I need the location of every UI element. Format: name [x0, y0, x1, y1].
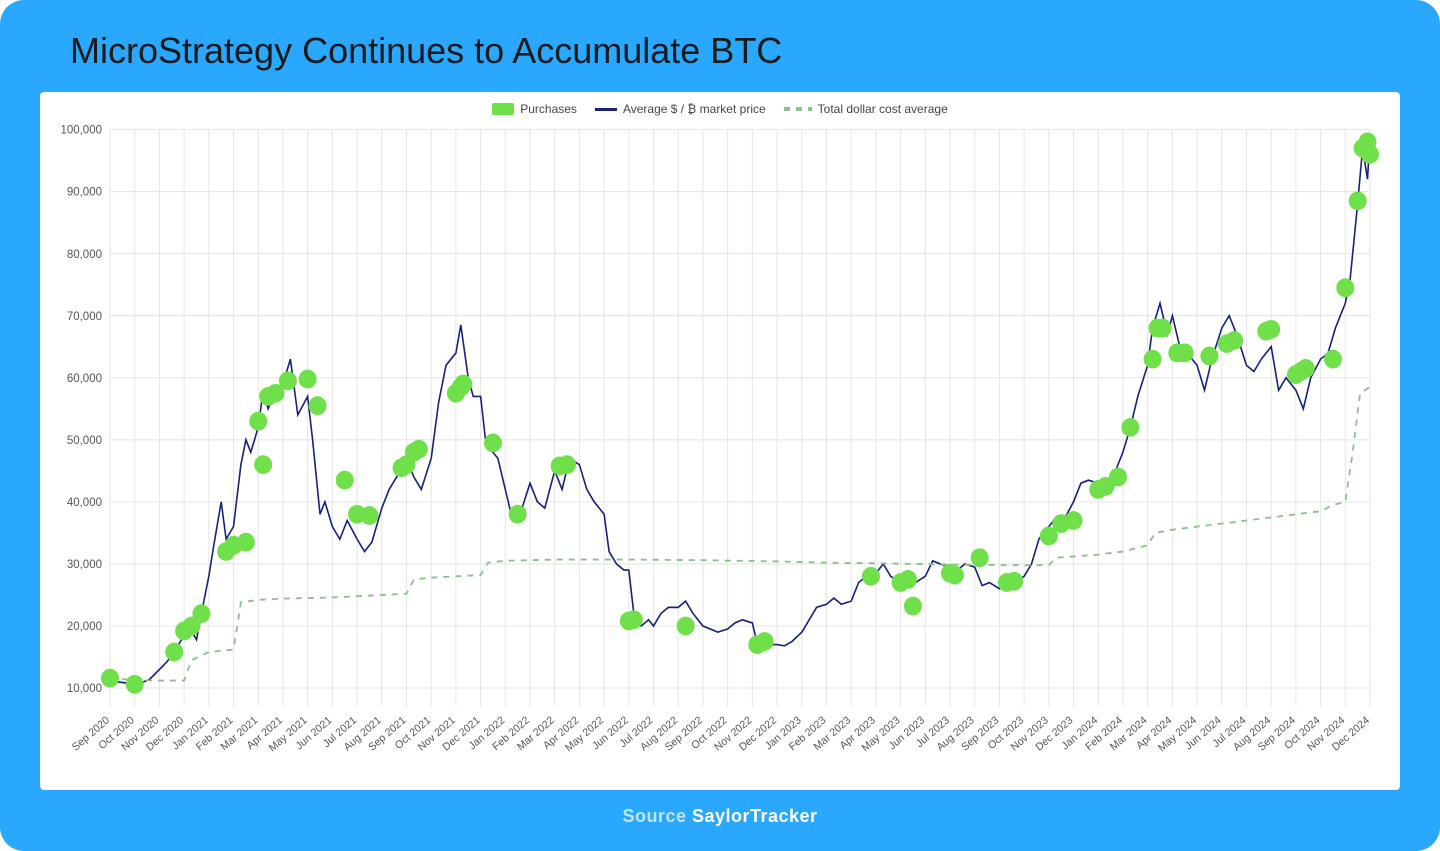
purchase-dot	[192, 604, 210, 623]
purchase-dot	[484, 434, 502, 453]
y-tick-label: 50,000	[67, 434, 103, 447]
y-tick-label: 60,000	[67, 372, 103, 385]
dca-line	[110, 387, 1370, 681]
purchase-dot	[971, 548, 989, 567]
purchase-dot	[249, 412, 267, 431]
y-tick-label: 30,000	[67, 558, 103, 571]
purchase-dot	[237, 533, 255, 552]
purchase-dot	[946, 566, 964, 585]
y-tick-label: 90,000	[67, 186, 103, 199]
source-line: Source SaylorTracker	[40, 806, 1400, 827]
purchase-dot	[1109, 468, 1127, 487]
purchase-dot	[625, 610, 643, 629]
purchase-dot	[336, 471, 354, 490]
legend-dca: Total dollar cost average	[784, 102, 948, 116]
chart-legend: Purchases Average $ / ₿ market price Tot…	[40, 102, 1400, 116]
y-tick-label: 70,000	[67, 310, 103, 323]
purchase-dot	[1324, 350, 1342, 369]
source-name: SaylorTracker	[692, 806, 818, 826]
purchase-dot	[509, 505, 527, 524]
purchase-dot	[1262, 320, 1280, 339]
purchase-dot	[1005, 572, 1023, 591]
purchase-dot	[1297, 359, 1315, 378]
chart-title: MicroStrategy Continues to Accumulate BT…	[70, 30, 1400, 72]
legend-swatch-price	[595, 108, 617, 111]
legend-purchases: Purchases	[492, 102, 577, 116]
purchase-dot	[299, 370, 317, 389]
purchase-dot	[1176, 344, 1194, 363]
purchase-dot	[1336, 278, 1354, 297]
chart-card: MicroStrategy Continues to Accumulate BT…	[0, 0, 1440, 851]
purchase-dot	[1153, 319, 1171, 338]
legend-swatch-dca	[784, 107, 812, 111]
purchase-dot	[1361, 145, 1379, 164]
purchase-dot	[279, 371, 297, 390]
y-tick-label: 80,000	[67, 248, 103, 261]
price-line	[110, 136, 1370, 685]
purchase-dot	[165, 643, 183, 662]
legend-label-price: Average $ / ₿ market price	[623, 102, 766, 116]
y-tick-label: 20,000	[67, 620, 103, 633]
legend-label-purchases: Purchases	[520, 102, 577, 116]
purchase-dot	[309, 396, 327, 415]
legend-label-dca: Total dollar cost average	[818, 102, 948, 116]
purchase-dot	[1225, 331, 1243, 350]
source-prefix: Source	[622, 806, 692, 826]
purchase-dot	[454, 375, 472, 394]
purchase-dot	[410, 440, 428, 459]
purchase-dot	[904, 597, 922, 616]
purchase-dot	[1144, 350, 1162, 369]
purchase-dot	[101, 669, 119, 688]
purchase-dot	[558, 455, 576, 474]
y-tick-label: 40,000	[67, 496, 103, 509]
purchase-dot	[1121, 418, 1139, 437]
purchase-dot	[1065, 511, 1083, 530]
chart-svg: 10,000 20,000 30,000 40,000 50,000 60,000 70,0…	[40, 92, 1400, 790]
purchase-dot	[1349, 191, 1367, 210]
legend-swatch-purchases	[492, 103, 514, 115]
purchase-dot	[126, 675, 144, 694]
y-tick-label: 10,000	[67, 682, 103, 695]
y-tick-label: 100,000	[60, 123, 102, 136]
purchase-dot	[677, 617, 695, 636]
chart-panel: Purchases Average $ / ₿ market price Tot…	[40, 92, 1400, 790]
purchase-dot	[862, 567, 880, 586]
purchase-dot	[360, 506, 378, 525]
purchase-dot	[899, 570, 917, 589]
purchase-dot	[756, 632, 774, 651]
legend-price: Average $ / ₿ market price	[595, 102, 766, 116]
purchase-dot	[1200, 347, 1218, 366]
purchase-dot	[254, 455, 272, 474]
